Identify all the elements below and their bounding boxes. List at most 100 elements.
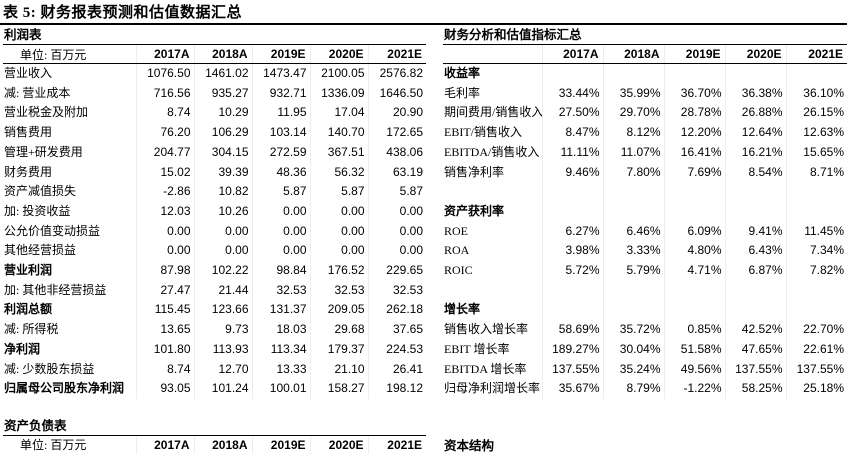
- cell-value: 5.87: [251, 182, 310, 202]
- cell-value: [602, 63, 664, 84]
- cell-value: 12.70: [193, 359, 252, 380]
- cell-value: 716.56: [135, 83, 194, 104]
- cell-value: 1336.09: [309, 83, 368, 104]
- cell-value: 262.18: [367, 300, 426, 321]
- cell-value: 7.69%: [663, 162, 725, 183]
- cell-value: 113.93: [193, 339, 252, 360]
- cell-value: 20.90: [367, 103, 426, 124]
- cell-value: [724, 63, 786, 84]
- row-label: 毛利率: [444, 85, 481, 100]
- cell-value: 0.00: [367, 201, 426, 222]
- unit-label: 单位: 百万元: [3, 45, 136, 64]
- table-row: 期间费用/销售收入 27.50% 29.70% 28.78% 26.88% 26.15%: [443, 103, 847, 124]
- cell-value: 103.14: [251, 123, 310, 143]
- report-table-page: { "title": "表 5: 财务报表预测和估值数据汇总", "income…: [0, 5, 847, 454]
- table-row: ROE 6.27% 6.46% 6.09% 9.41% 11.45%: [443, 221, 847, 242]
- cell-value: 0.00: [251, 241, 310, 262]
- cell-value: 49.56%: [663, 359, 725, 380]
- cell-value: 26.88%: [724, 103, 786, 124]
- cell-value: 0.85%: [663, 320, 725, 340]
- cell-value: 35.67%: [541, 379, 603, 399]
- table-row: 销售费用 76.20 106.29 103.14 140.70 172.65: [3, 123, 426, 143]
- cell-value: 58.25%: [724, 379, 786, 399]
- cell-value: 438.06: [367, 142, 426, 163]
- cell-value: 8.74: [135, 359, 194, 380]
- cell-value: 29.70%: [602, 103, 664, 124]
- cell-value: 10.29: [193, 103, 252, 124]
- cell-value: 35.24%: [602, 359, 664, 380]
- blank-row: [443, 280, 847, 301]
- cell-value: 36.38%: [724, 83, 786, 104]
- cell-value: [602, 201, 664, 222]
- cell-value: 12.64%: [724, 123, 786, 143]
- cell-value: 51.58%: [663, 339, 725, 360]
- cell-value: 32.53: [251, 280, 310, 301]
- cell-value: 0.00: [193, 241, 252, 262]
- row-label: 管理+研发费用: [4, 144, 83, 159]
- row-label: 加: 投资收益: [4, 203, 71, 218]
- row-label: 公允价值变动损益: [4, 223, 101, 238]
- cell-value: 1473.47: [251, 63, 310, 84]
- cell-value: 12.20%: [663, 123, 725, 143]
- cell-value: 5.87: [309, 182, 368, 202]
- cell-value: 10.26: [193, 201, 252, 222]
- cell-value: 15.02: [135, 162, 194, 183]
- cell-value: 4.71%: [663, 261, 725, 281]
- year-header: 2021E: [367, 435, 426, 454]
- cell-value: 42.52%: [724, 320, 786, 340]
- cell-value: 272.59: [251, 142, 310, 163]
- cell-value: 100.01: [251, 379, 310, 399]
- cell-value: 172.65: [367, 123, 426, 143]
- cell-value: 0.00: [309, 201, 368, 222]
- row-label: 其他经营损益: [4, 243, 77, 258]
- cell-value: 13.65: [135, 320, 194, 340]
- cell-value: 137.55%: [541, 359, 603, 380]
- cell-value: 4.80%: [663, 241, 725, 262]
- table-row: 收益率: [443, 63, 847, 84]
- cell-value: 87.98: [135, 261, 194, 281]
- row-label: 财务费用: [4, 164, 53, 179]
- cell-value: 176.52: [309, 261, 368, 281]
- cell-value: 9.73: [193, 320, 252, 340]
- table-row: 营业税金及附加 8.74 10.29 11.95 17.04 20.90: [3, 103, 426, 124]
- table-row: 销售净利率 9.46% 7.80% 7.69% 8.54% 8.71%: [443, 162, 847, 183]
- row-label: 期间费用/销售收入: [444, 105, 542, 120]
- cell-value: -2.86: [135, 182, 194, 202]
- table-row: 净利润 101.80 113.93 113.34 179.37 224.53: [3, 339, 426, 360]
- year-header-row: 2017A 2018A 2019E 2020E 2021E: [443, 45, 847, 64]
- cell-value: 224.53: [367, 339, 426, 360]
- cell-value: 13.33: [251, 359, 310, 380]
- cell-value: 3.33%: [602, 241, 664, 262]
- table-row: 营业利润 87.98 102.22 98.84 176.52 229.65: [3, 261, 426, 281]
- table-row: 利润总额 115.45 123.66 131.37 209.05 262.18: [3, 300, 426, 321]
- unit-label: 单位: 百万元: [20, 438, 87, 453]
- cell-value: 32.53: [309, 280, 368, 301]
- row-label: 归母净利润增长率: [444, 381, 541, 396]
- year-header: 2018A: [193, 45, 252, 64]
- cell-value: 7.34%: [785, 241, 847, 262]
- cell-value: 6.87%: [724, 261, 786, 281]
- row-label: 营业利润: [4, 263, 53, 278]
- row-label: 资产获利率: [444, 203, 505, 218]
- cell-value: 0.00: [135, 241, 194, 262]
- row-label: EBITDA/销售收入: [444, 144, 540, 159]
- cell-value: 11.45%: [785, 221, 847, 242]
- cell-value: 5.79%: [602, 261, 664, 281]
- cell-value: 11.11%: [541, 142, 603, 163]
- row-label: EBIT 增长率: [444, 341, 510, 356]
- cell-value: 0.00: [309, 241, 368, 262]
- cell-value: 158.27: [309, 379, 368, 399]
- cell-value: 209.05: [309, 300, 368, 321]
- cell-value: 9.41%: [724, 221, 786, 242]
- cell-value: 0.00: [251, 221, 310, 242]
- cell-value: 2100.05: [309, 63, 368, 84]
- row-label: 利润总额: [4, 302, 53, 317]
- cell-value: 10.82: [193, 182, 252, 202]
- income-statement-panel: 利润表 单位: 百万元 2017A 2018A 2019E 2020E 2021E 营业收入…: [3, 27, 426, 454]
- cell-value: 6.09%: [663, 221, 725, 242]
- row-label: 销售净利率: [444, 164, 505, 179]
- cell-value: 6.27%: [541, 221, 603, 242]
- year-header: 2019E: [663, 45, 725, 64]
- cell-value: 47.65%: [724, 339, 786, 360]
- cell-value: 25.18%: [785, 379, 847, 399]
